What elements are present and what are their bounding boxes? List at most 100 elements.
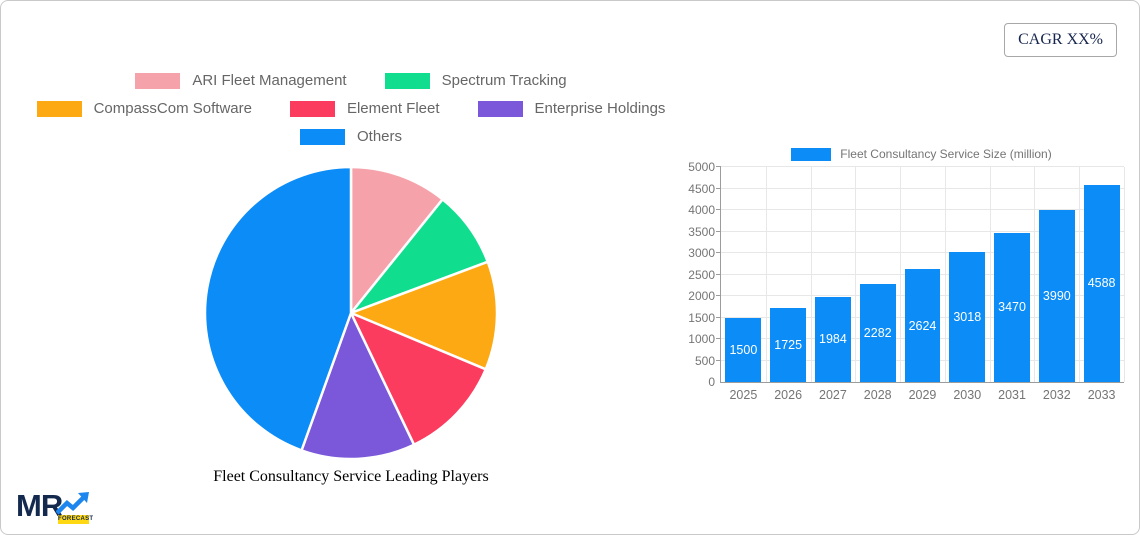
bar-value-label: 1725 — [774, 337, 803, 352]
gridline — [989, 167, 991, 382]
gridline — [855, 167, 857, 382]
y-axis-tick — [716, 273, 721, 275]
logo-text: MR — [16, 488, 63, 523]
x-axis-label: 2025 — [729, 388, 758, 402]
bar-2029: 2624 — [904, 269, 941, 382]
bar-2031: 3470 — [994, 232, 1030, 382]
legend-label: Element Fleet — [346, 100, 440, 117]
y-axis-tick — [716, 252, 721, 253]
pie-legend: ARI Fleet Management Spectrum Tracking Com… — [1, 72, 701, 156]
bar-2030: 3018 — [949, 252, 986, 382]
y-axis-tick — [716, 230, 721, 232]
x-axis-label: 2032 — [1042, 388, 1071, 402]
legend-item-spectrum-tracking: Spectrum Tracking — [384, 72, 567, 89]
pie-slice-compasscom-software — [349, 260, 499, 371]
y-axis-label: 1500 — [688, 310, 715, 325]
bar-value-label: 3018 — [953, 310, 982, 325]
gridline — [810, 167, 812, 382]
legend-item-others: Others — [299, 128, 402, 145]
legend-label: ARI Fleet Management — [192, 72, 347, 89]
cagr-badge: CAGR XX% — [1004, 23, 1117, 57]
pie-slice-enterprise-holdings — [300, 311, 416, 461]
x-axis-label: 2033 — [1087, 388, 1116, 402]
gridline — [1034, 167, 1036, 382]
logo-badge: FORECAST — [58, 515, 94, 524]
y-axis-tick — [716, 166, 721, 167]
bar-chart: Fleet Consultancy Service Size (million)… — [661, 147, 1139, 417]
y-axis-label: 4500 — [688, 181, 715, 196]
y-axis-label: 2500 — [688, 267, 715, 282]
cagr-label: CAGR XX% — [1018, 31, 1103, 48]
legend-label: Enterprise Holdings — [534, 100, 666, 117]
gridline — [1124, 167, 1125, 382]
gridline — [1079, 167, 1081, 382]
x-axis-label: 2026 — [774, 388, 803, 402]
gridline — [765, 167, 767, 382]
legend-label: Others — [356, 128, 402, 145]
legend-swatch — [299, 128, 345, 145]
bar-value-label: 3470 — [998, 300, 1026, 315]
x-axis-label: 2030 — [953, 388, 982, 402]
y-axis-label: 4000 — [688, 203, 715, 217]
bar-2025: 1500 — [725, 317, 762, 382]
gridline — [721, 166, 1124, 167]
bar-value-label: 2282 — [863, 325, 892, 340]
y-axis-tick — [716, 209, 721, 210]
y-axis-label: 5000 — [688, 160, 715, 174]
y-axis-label: 500 — [694, 353, 715, 368]
legend-swatch — [384, 72, 430, 89]
x-axis-label: 2027 — [819, 388, 847, 402]
mrforecast-logo: MR FORECAST — [16, 490, 106, 528]
legend-swatch — [477, 100, 523, 117]
gridline — [900, 167, 902, 382]
pie-legend-row: CompassCom Software Element Fleet Enterpri… — [36, 100, 666, 117]
bar-value-label: 3990 — [1042, 289, 1071, 304]
y-axis-tick — [716, 295, 721, 296]
bar-2033: 4588 — [1083, 184, 1120, 382]
pie-legend-row: Others — [299, 128, 402, 145]
y-axis-label: 0 — [708, 375, 715, 389]
y-axis-tick — [716, 187, 721, 189]
pie-chart — [203, 165, 499, 461]
legend-label: CompassCom Software — [93, 100, 252, 117]
bar-chart-legend: Fleet Consultancy Service Size (million) — [720, 147, 1123, 161]
bar-value-label: 1500 — [729, 342, 758, 357]
legend-item-element-fleet: Element Fleet — [289, 100, 440, 117]
y-axis-tick — [716, 359, 721, 361]
gridline — [721, 209, 1124, 210]
gridline — [944, 167, 946, 382]
y-axis-tick — [716, 316, 721, 318]
y-axis-tick — [716, 338, 721, 339]
legend-item-compasscom-software: CompassCom Software — [36, 100, 252, 117]
bar-plot-area: 0 500 1000 1500 2000 2500 3000 3500 4000 4500 5000… — [688, 160, 1125, 402]
bar-2027: 1984 — [815, 296, 851, 382]
bar-legend-swatch — [791, 147, 832, 161]
bar-2028: 2282 — [859, 283, 896, 382]
legend-swatch — [289, 100, 335, 117]
pie-slice-others — [203, 165, 353, 452]
bar-legend-label: Fleet Consultancy Service Size (million) — [840, 147, 1052, 161]
gridline — [721, 230, 1124, 232]
pie-legend-row: ARI Fleet Management Spectrum Tracking — [135, 72, 567, 89]
trend-arrow-icon — [56, 492, 89, 515]
legend-swatch — [135, 72, 181, 89]
legend-swatch — [36, 100, 82, 117]
bar-2032: 3990 — [1038, 210, 1075, 382]
bar-value-label: 2624 — [908, 318, 937, 333]
legend-item-enterprise-holdings: Enterprise Holdings — [477, 100, 666, 117]
gridline — [721, 252, 1124, 253]
gridline — [721, 187, 1124, 189]
pie-slice-element-fleet — [349, 311, 487, 446]
bar-value-label: 4588 — [1087, 276, 1116, 291]
y-axis-label: 3000 — [688, 246, 715, 260]
y-axis-label: 2000 — [688, 289, 715, 303]
x-axis-label: 2031 — [998, 388, 1026, 402]
x-axis-label: 2028 — [863, 388, 892, 402]
pie-slice-ari-fleet-management — [349, 165, 444, 315]
y-axis-label: 3500 — [688, 224, 715, 239]
x-axis-label: 2029 — [908, 388, 937, 402]
bar-value-label: 1984 — [819, 332, 847, 347]
legend-item-ari-fleet-management: ARI Fleet Management — [135, 72, 347, 89]
y-axis-label: 1000 — [688, 332, 715, 346]
